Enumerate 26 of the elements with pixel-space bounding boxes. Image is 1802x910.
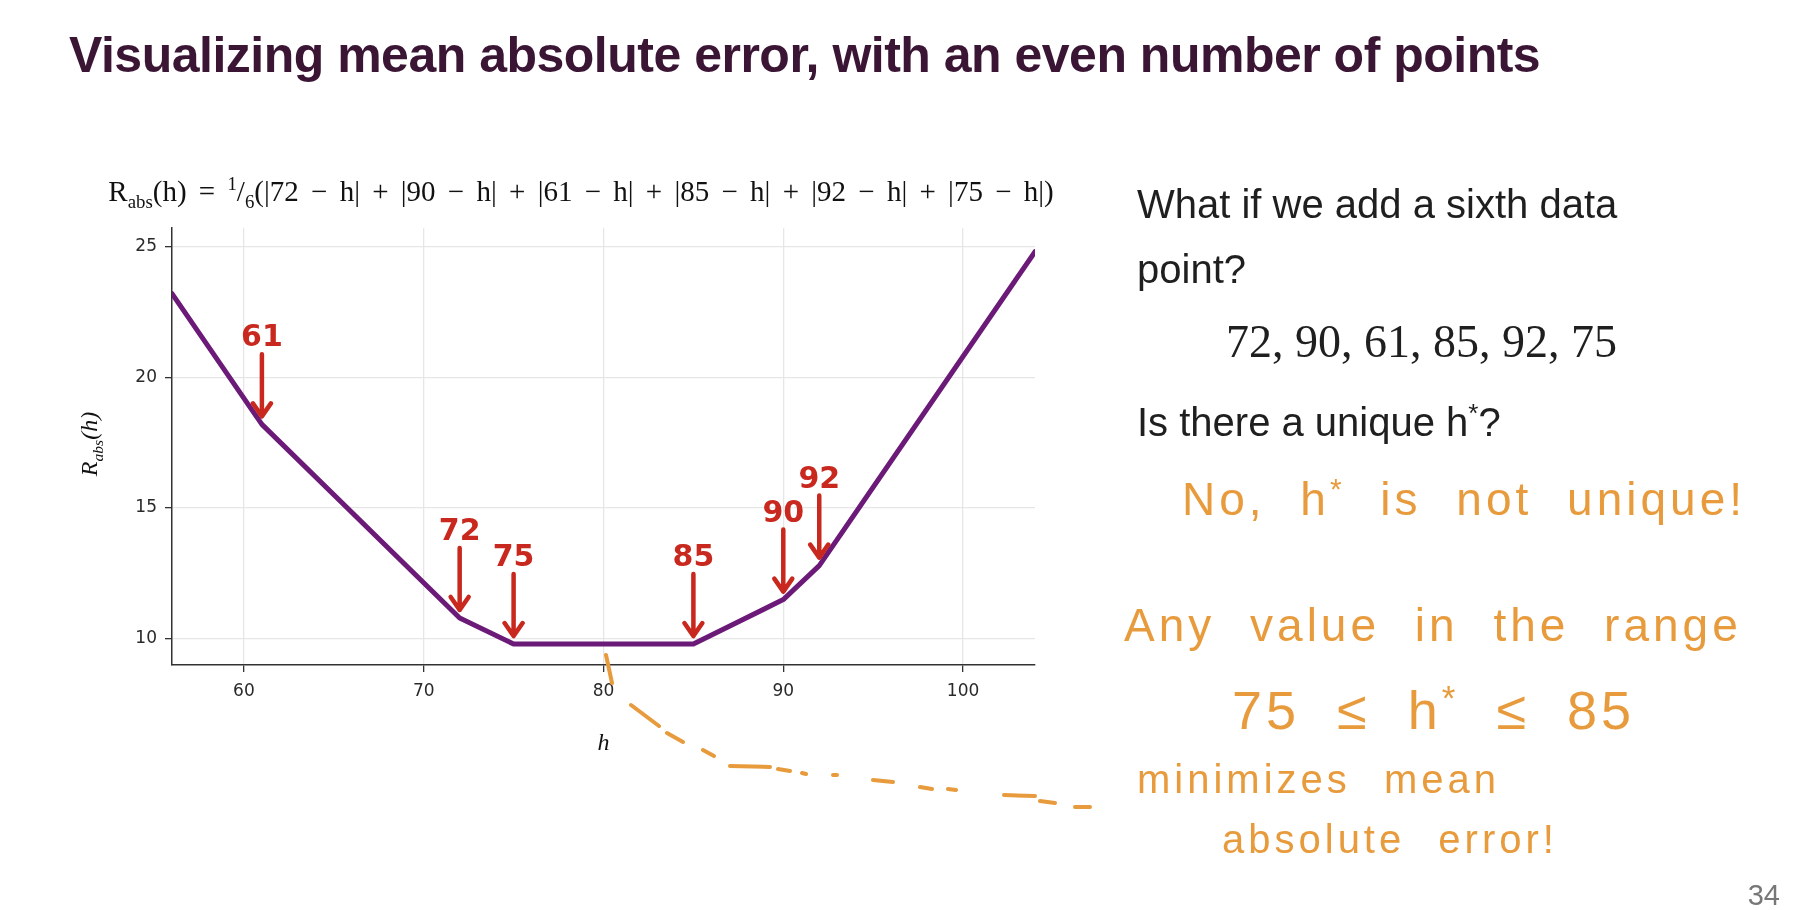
x-tick-label: 90 [772, 679, 795, 700]
annotation: 85 [672, 538, 715, 574]
chart-subtitle: R$_{abs}$(h) = $^{1}$/$_{6}$(|72 − h| + |90 − h| + |61 − h| + |85 − h| + |92 − h| + |75 − h|) [108, 173, 1054, 212]
x-tick-label: 60 [233, 679, 255, 700]
text: No, h$^{*}$ is not unique! [1182, 471, 1747, 525]
y-tick-label: 25 [135, 234, 157, 255]
annotation: 72 [438, 511, 481, 547]
x-tick-label: 70 [412, 679, 435, 700]
text: Is there a unique h$^{*}$? [1137, 396, 1501, 446]
annotation: 61 [241, 318, 283, 354]
text: 34 [1747, 879, 1780, 910]
y-tick-label: 10 [135, 627, 157, 648]
chart-title: Visualizing mean absolute error, with an even number of points [69, 27, 1541, 83]
annotation: 92 [798, 459, 841, 495]
text: 72, 90, 61, 85, 92, 75 [1226, 316, 1617, 367]
x-tick-label: 80 [592, 679, 615, 700]
text: Any value in the range [1124, 599, 1742, 651]
y-tick-label: 20 [135, 365, 157, 386]
text: 75 ≤ h$^{*}$ ≤ 85 [1232, 678, 1636, 740]
y-tick-label: 15 [135, 496, 157, 517]
text: What if we add a sixth data point? [1137, 181, 1619, 293]
x-tick-label: 100 [946, 679, 980, 700]
text: minimizes mean absolute error! [1137, 756, 1559, 863]
annotation: 75 [492, 538, 535, 574]
x-axis-title: h [596, 728, 611, 756]
annotation: 90 [762, 493, 805, 529]
